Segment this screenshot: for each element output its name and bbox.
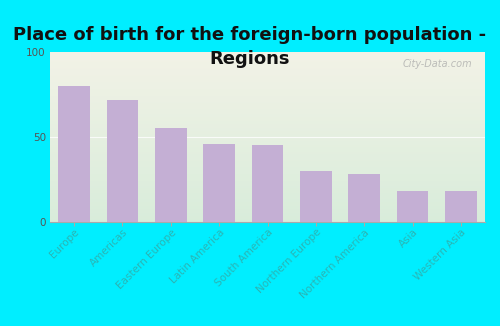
Bar (397, 191, 428, 222)
Bar (58, 86, 90, 222)
Bar (204, 144, 235, 222)
Bar (348, 174, 380, 222)
Text: Place of birth for the foreign-born population -
Regions: Place of birth for the foreign-born popu… (14, 26, 486, 68)
Bar (445, 191, 476, 222)
Bar (300, 171, 332, 222)
Text: City-Data.com: City-Data.com (402, 59, 472, 69)
Bar (252, 145, 283, 222)
Bar (107, 100, 138, 222)
Bar (155, 128, 186, 222)
